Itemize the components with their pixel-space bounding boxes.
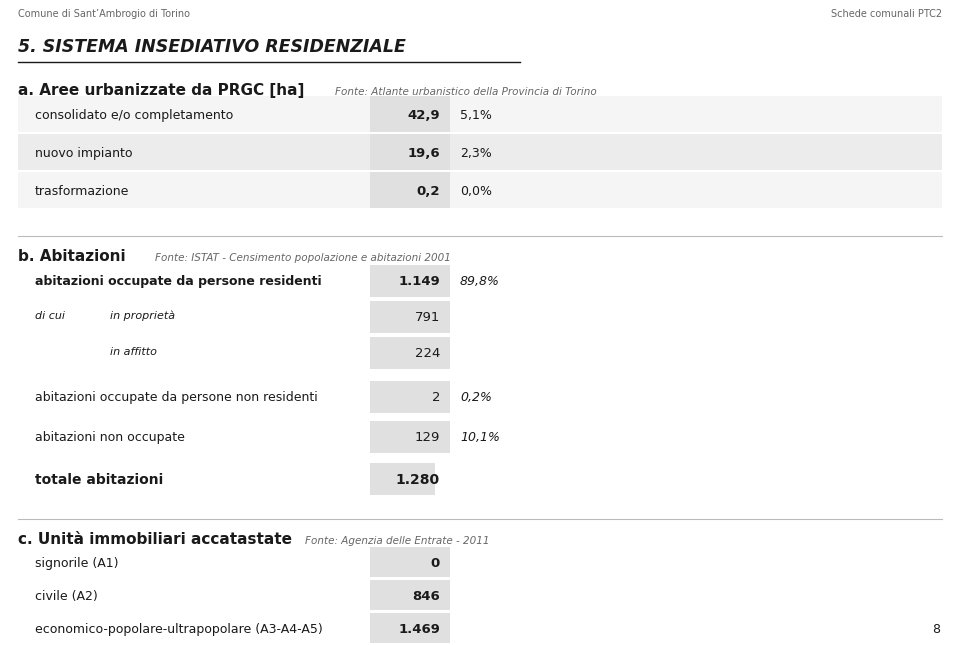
Text: in proprietà: in proprietà xyxy=(110,311,175,321)
Bar xyxy=(370,547,450,577)
Text: b. Abitazioni: b. Abitazioni xyxy=(18,249,126,264)
Text: 5,1%: 5,1% xyxy=(460,109,492,122)
Text: abitazioni occupate da persone non residenti: abitazioni occupate da persone non resid… xyxy=(35,391,318,404)
Bar xyxy=(370,172,450,208)
Bar xyxy=(370,580,450,610)
Text: 1.149: 1.149 xyxy=(398,275,440,288)
Bar xyxy=(18,172,942,208)
Text: 224: 224 xyxy=(415,347,440,360)
Text: c. Unità immobiliari accatastate: c. Unità immobiliari accatastate xyxy=(18,532,292,547)
Text: Fonte: Atlante urbanistico della Provincia di Torino: Fonte: Atlante urbanistico della Provinc… xyxy=(335,87,597,97)
Text: 2,3%: 2,3% xyxy=(460,147,492,160)
Text: 5. SISTEMA INSEDIATIVO RESIDENZIALE: 5. SISTEMA INSEDIATIVO RESIDENZIALE xyxy=(18,38,406,56)
Text: abitazioni non occupate: abitazioni non occupate xyxy=(35,431,185,444)
Text: 1.280: 1.280 xyxy=(396,473,440,487)
Text: 42,9: 42,9 xyxy=(407,109,440,122)
Text: Comune di Sant’Ambrogio di Torino: Comune di Sant’Ambrogio di Torino xyxy=(18,9,190,19)
Bar xyxy=(370,337,450,369)
Text: nuovo impianto: nuovo impianto xyxy=(35,147,132,160)
Text: 0,0%: 0,0% xyxy=(460,185,492,198)
Text: signorile (A1): signorile (A1) xyxy=(35,557,118,570)
Text: 129: 129 xyxy=(415,431,440,444)
Bar xyxy=(370,96,450,132)
Text: 19,6: 19,6 xyxy=(407,147,440,160)
Text: 0,2%: 0,2% xyxy=(460,391,492,404)
Text: trasformazione: trasformazione xyxy=(35,185,130,198)
Text: totale abitazioni: totale abitazioni xyxy=(35,473,163,487)
Text: Schede comunali PTC2: Schede comunali PTC2 xyxy=(830,9,942,19)
Text: abitazioni occupate da persone residenti: abitazioni occupate da persone residenti xyxy=(35,275,322,288)
Bar xyxy=(370,381,450,413)
Text: 0: 0 xyxy=(431,557,440,570)
Text: 8: 8 xyxy=(932,623,940,636)
Text: 791: 791 xyxy=(415,311,440,324)
Text: a. Aree urbanizzate da PRGC [ha]: a. Aree urbanizzate da PRGC [ha] xyxy=(18,83,304,98)
Bar xyxy=(370,613,450,643)
Text: civile (A2): civile (A2) xyxy=(35,590,98,603)
Bar xyxy=(370,463,435,495)
Bar xyxy=(18,96,942,132)
Text: consolidato e/o completamento: consolidato e/o completamento xyxy=(35,109,233,122)
Text: 1.469: 1.469 xyxy=(398,623,440,636)
Text: 846: 846 xyxy=(412,590,440,603)
Text: 0,2: 0,2 xyxy=(417,185,440,198)
Bar xyxy=(18,134,942,170)
Bar xyxy=(370,134,450,170)
Text: in affitto: in affitto xyxy=(110,347,156,357)
Text: economico-popolare-ultrapopolare (A3-A4-A5): economico-popolare-ultrapopolare (A3-A4-… xyxy=(35,623,323,636)
Text: 89,8%: 89,8% xyxy=(460,275,500,288)
Text: Fonte: ISTAT - Censimento popolazione e abitazioni 2001: Fonte: ISTAT - Censimento popolazione e … xyxy=(155,253,451,263)
Text: 10,1%: 10,1% xyxy=(460,431,500,444)
Text: 2: 2 xyxy=(431,391,440,404)
Bar xyxy=(370,421,450,453)
Bar xyxy=(370,265,450,297)
Text: di cui: di cui xyxy=(35,311,65,321)
Text: Fonte: Agenzia delle Entrate - 2011: Fonte: Agenzia delle Entrate - 2011 xyxy=(305,536,490,546)
Bar xyxy=(370,301,450,333)
